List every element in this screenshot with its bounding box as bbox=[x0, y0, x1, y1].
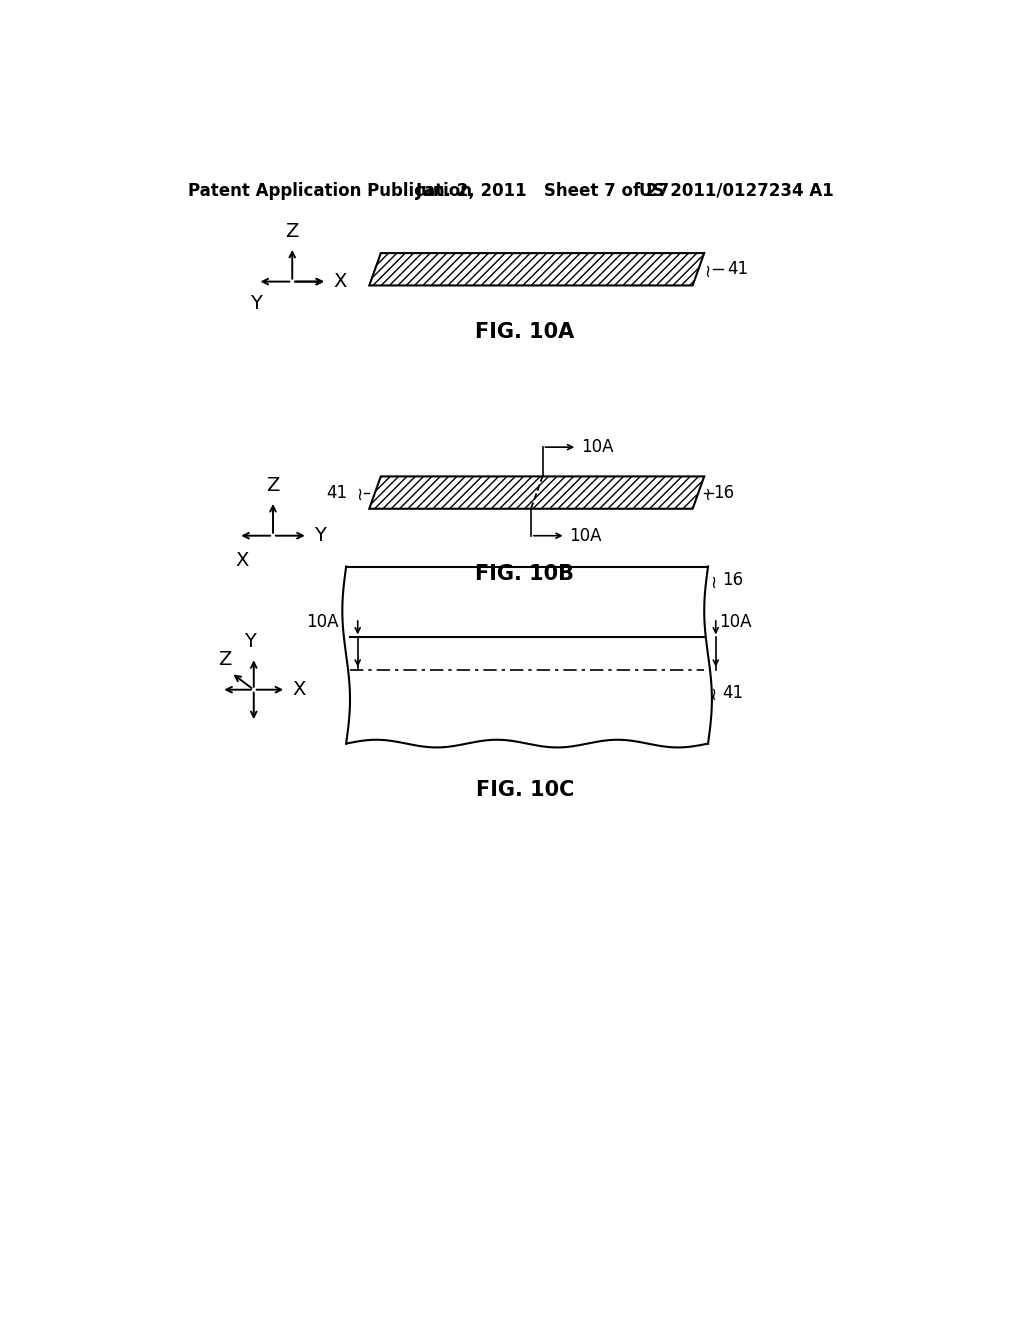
Text: FIG. 10C: FIG. 10C bbox=[475, 780, 574, 800]
Text: 41: 41 bbox=[722, 684, 743, 702]
Text: Z: Z bbox=[218, 649, 231, 669]
Text: Z: Z bbox=[286, 222, 299, 240]
Text: X: X bbox=[292, 680, 305, 700]
Text: ~: ~ bbox=[699, 484, 717, 500]
Text: X: X bbox=[333, 272, 346, 292]
Text: 16: 16 bbox=[713, 483, 734, 502]
Text: Y: Y bbox=[244, 632, 256, 651]
Text: 16: 16 bbox=[722, 572, 743, 589]
Text: Z: Z bbox=[266, 477, 280, 495]
Text: Y: Y bbox=[313, 527, 326, 545]
Text: 41: 41 bbox=[327, 483, 348, 502]
Text: FIG. 10B: FIG. 10B bbox=[475, 564, 574, 585]
Text: US 2011/0127234 A1: US 2011/0127234 A1 bbox=[639, 182, 834, 199]
Text: ~: ~ bbox=[705, 573, 723, 587]
Text: 10A: 10A bbox=[306, 614, 339, 631]
Text: 41: 41 bbox=[727, 260, 749, 279]
Text: 10A: 10A bbox=[581, 438, 613, 457]
Text: ~: ~ bbox=[705, 685, 723, 701]
Polygon shape bbox=[370, 253, 705, 285]
Text: 10A: 10A bbox=[569, 527, 602, 545]
Text: Patent Application Publication: Patent Application Publication bbox=[188, 182, 472, 199]
Text: ~: ~ bbox=[350, 484, 369, 500]
Text: ~: ~ bbox=[699, 261, 717, 277]
Text: X: X bbox=[236, 552, 249, 570]
Text: Y: Y bbox=[250, 294, 262, 313]
Polygon shape bbox=[370, 477, 705, 508]
Text: 10A: 10A bbox=[720, 614, 752, 631]
Text: FIG. 10A: FIG. 10A bbox=[475, 322, 574, 342]
Text: Jun. 2, 2011   Sheet 7 of 27: Jun. 2, 2011 Sheet 7 of 27 bbox=[416, 182, 670, 199]
